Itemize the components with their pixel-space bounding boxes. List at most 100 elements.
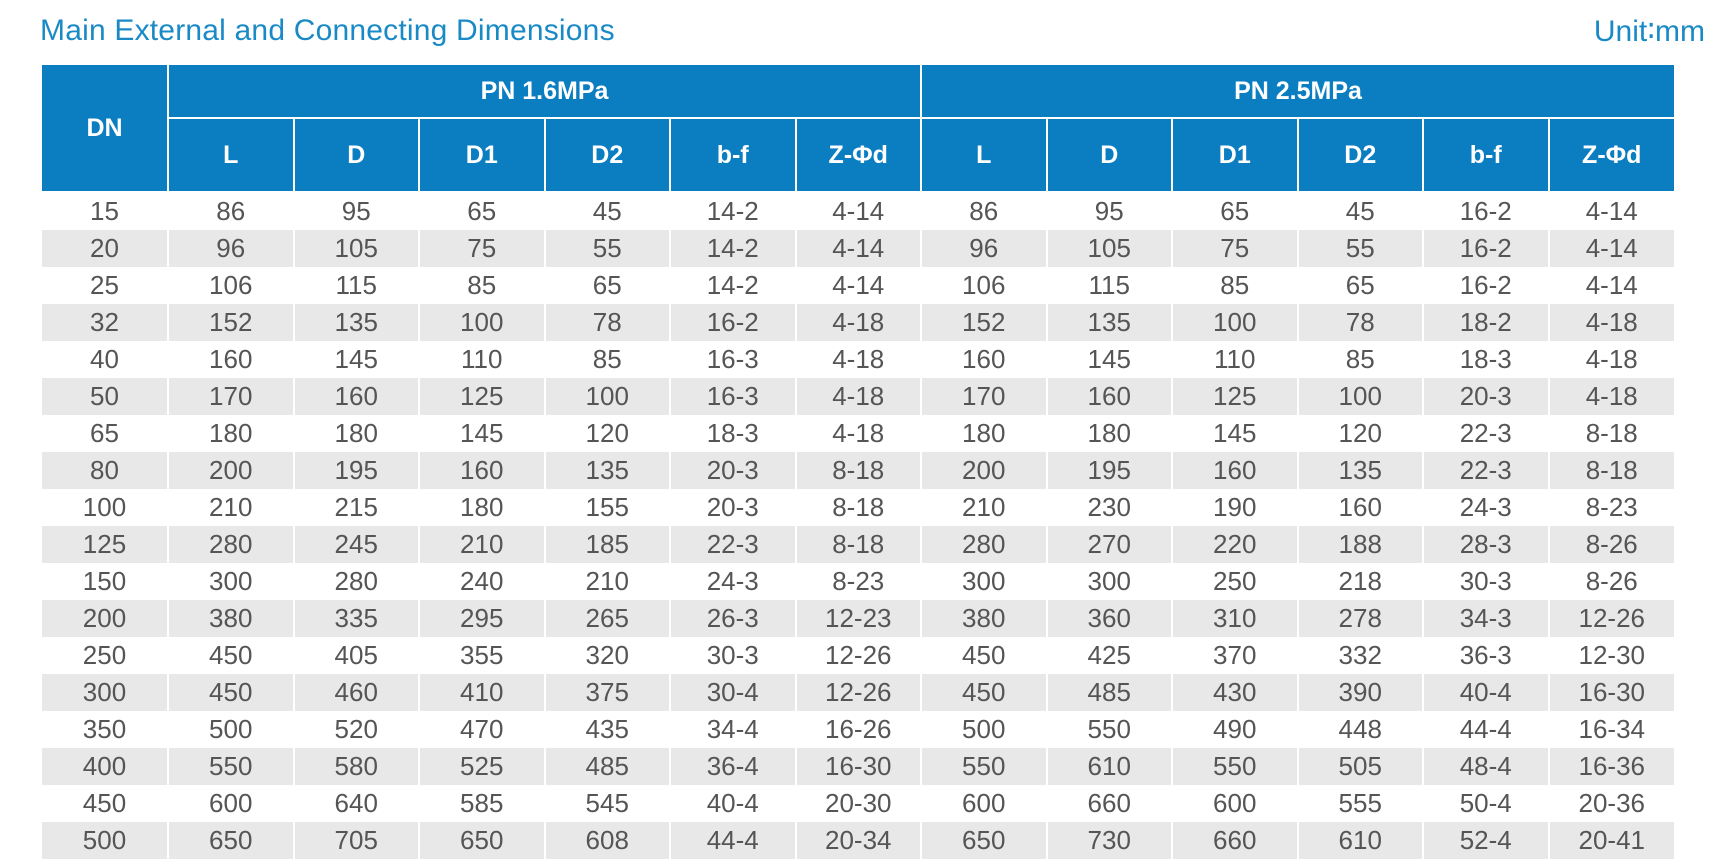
table-cell: 180 bbox=[292, 415, 420, 452]
table-cell: 610 bbox=[1296, 822, 1424, 859]
table-cell: 450 bbox=[920, 674, 1048, 711]
table-cell: 240 bbox=[418, 563, 546, 600]
table-cell: 152 bbox=[920, 304, 1048, 341]
table-cell: 8-18 bbox=[1547, 415, 1674, 452]
table-cell: 135 bbox=[543, 452, 671, 489]
table-cell: 52-4 bbox=[1422, 822, 1550, 859]
table-cell: 4-14 bbox=[794, 230, 922, 267]
table-cell: 500 bbox=[920, 711, 1048, 748]
table-cell: 160 bbox=[418, 452, 546, 489]
table-cell: 20-3 bbox=[669, 489, 797, 526]
table-cell: 545 bbox=[543, 785, 671, 822]
table-cell: 16-2 bbox=[669, 304, 797, 341]
table-cell: 44-4 bbox=[669, 822, 797, 859]
table-cell: 4-18 bbox=[1547, 304, 1674, 341]
table-cell: 8-23 bbox=[1547, 489, 1674, 526]
table-cell: 500 bbox=[42, 822, 169, 859]
table-cell: 16-3 bbox=[669, 378, 797, 415]
table-cell: 22-3 bbox=[1422, 415, 1550, 452]
table-cell: 75 bbox=[418, 230, 546, 267]
table-cell: 185 bbox=[543, 526, 671, 563]
table-cell: 195 bbox=[292, 452, 420, 489]
table-cell: 215 bbox=[292, 489, 420, 526]
table-cell: 22-3 bbox=[669, 526, 797, 563]
table-row: 100 210 215 180 155 20-3 8-18 210 230 190 160 24-3 8… bbox=[42, 489, 1674, 526]
table-cell: 180 bbox=[1045, 415, 1173, 452]
table-cell: 190 bbox=[1171, 489, 1299, 526]
table-cell: 360 bbox=[1045, 600, 1173, 637]
table-row: 20 96 105 75 55 14-2 4-14 96 105 75 55 16-2 4-14 bbox=[42, 230, 1674, 267]
table-cell: 550 bbox=[167, 748, 295, 785]
table-cell: 310 bbox=[1171, 600, 1299, 637]
column-header-l: L bbox=[920, 118, 1048, 193]
table-row: 400 550 580 525 485 36-4 16-30 550 610 550 505 48-4… bbox=[42, 748, 1674, 785]
column-header-z-d: Z-Φd bbox=[794, 118, 922, 193]
table-cell: 85 bbox=[543, 341, 671, 378]
table-cell: 705 bbox=[292, 822, 420, 859]
table-cell: 550 bbox=[1045, 711, 1173, 748]
table-cell: 160 bbox=[920, 341, 1048, 378]
table-cell: 245 bbox=[292, 526, 420, 563]
table-cell: 34-3 bbox=[1422, 600, 1550, 637]
table-cell: 14-2 bbox=[669, 267, 797, 304]
table-cell: 40 bbox=[42, 341, 169, 378]
table-cell: 200 bbox=[167, 452, 295, 489]
table-cell: 4-18 bbox=[794, 341, 922, 378]
table-cell: 14-2 bbox=[669, 230, 797, 267]
table-cell: 45 bbox=[1296, 192, 1424, 230]
table-cell: 640 bbox=[292, 785, 420, 822]
column-header-d1: D1 bbox=[418, 118, 546, 193]
table-cell: 8-26 bbox=[1547, 563, 1674, 600]
table-cell: 380 bbox=[920, 600, 1048, 637]
table-cell: 4-14 bbox=[794, 267, 922, 304]
table-cell: 490 bbox=[1171, 711, 1299, 748]
table-cell: 20-41 bbox=[1547, 822, 1674, 859]
table-cell: 125 bbox=[1171, 378, 1299, 415]
table-cell: 435 bbox=[543, 711, 671, 748]
table-cell: 405 bbox=[292, 637, 420, 674]
table-cell: 30-3 bbox=[669, 637, 797, 674]
table-row: 250 450 405 355 320 30-3 12-26 450 425 370 332 36-3… bbox=[42, 637, 1674, 674]
table-cell: 20-36 bbox=[1547, 785, 1674, 822]
table-cell: 36-3 bbox=[1422, 637, 1550, 674]
table-cell: 660 bbox=[1045, 785, 1173, 822]
table-cell: 145 bbox=[292, 341, 420, 378]
table-cell: 80 bbox=[42, 452, 169, 489]
table-cell: 210 bbox=[920, 489, 1048, 526]
table-cell: 106 bbox=[167, 267, 295, 304]
table-row: 50 170 160 125 100 16-3 4-18 170 160 125 100 20-3 4-… bbox=[42, 378, 1674, 415]
table-cell: 160 bbox=[167, 341, 295, 378]
table-cell: 600 bbox=[1171, 785, 1299, 822]
table-cell: 20-34 bbox=[794, 822, 922, 859]
table-cell: 335 bbox=[292, 600, 420, 637]
table-cell: 152 bbox=[167, 304, 295, 341]
table-cell: 448 bbox=[1296, 711, 1424, 748]
table-cell: 115 bbox=[292, 267, 420, 304]
table-cell: 8-18 bbox=[794, 526, 922, 563]
table-cell: 300 bbox=[920, 563, 1048, 600]
table-cell: 24-3 bbox=[669, 563, 797, 600]
group-header-pn16: PN 1.6MPa bbox=[167, 65, 922, 119]
table-cell: 20-3 bbox=[1422, 378, 1550, 415]
table-cell: 85 bbox=[1296, 341, 1424, 378]
table-cell: 16-36 bbox=[1547, 748, 1674, 785]
table-cell: 20-30 bbox=[794, 785, 922, 822]
table-row: 25 106 115 85 65 14-2 4-14 106 115 85 65 16-2 4-14 bbox=[42, 267, 1674, 304]
table-cell: 660 bbox=[1171, 822, 1299, 859]
table-cell: 200 bbox=[920, 452, 1048, 489]
table-cell: 12-23 bbox=[794, 600, 922, 637]
table-cell: 26-3 bbox=[669, 600, 797, 637]
table-cell: 555 bbox=[1296, 785, 1424, 822]
table-cell: 16-2 bbox=[1422, 267, 1550, 304]
unit-label: Unit∶mm bbox=[1593, 15, 1705, 48]
table-row: 450 600 640 585 545 40-4 20-30 600 660 600 555 50-4… bbox=[42, 785, 1674, 822]
table-row: 500 650 705 650 608 44-4 20-34 650 730 660 610 52-4… bbox=[42, 822, 1674, 859]
table-cell: 96 bbox=[167, 230, 295, 267]
table-cell: 200 bbox=[42, 600, 169, 637]
table-row: 200 380 335 295 265 26-3 12-23 380 360 310 278 34-3… bbox=[42, 600, 1674, 637]
table-cell: 14-2 bbox=[669, 192, 797, 230]
table-cell: 220 bbox=[1171, 526, 1299, 563]
table-cell: 34-4 bbox=[669, 711, 797, 748]
table-cell: 55 bbox=[543, 230, 671, 267]
table-cell: 50 bbox=[42, 378, 169, 415]
